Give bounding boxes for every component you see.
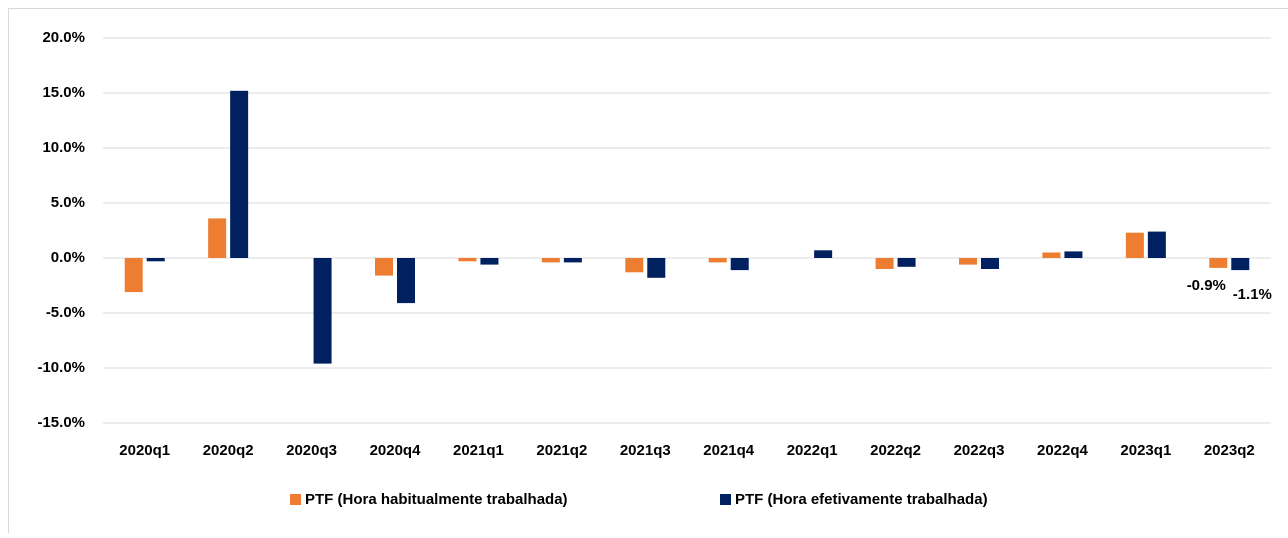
- bar: [959, 258, 977, 265]
- y-tick-label: 20.0%: [42, 29, 85, 46]
- x-tick-label: 2022q2: [870, 442, 921, 459]
- bar: [981, 258, 999, 269]
- legend-label: PTF (Hora efetivamente trabalhada): [735, 491, 988, 508]
- x-tick-label: 2020q2: [203, 442, 254, 459]
- legend-label: PTF (Hora habitualmente trabalhada): [305, 491, 568, 508]
- legend-swatch: [720, 494, 731, 505]
- y-tick-label: 10.0%: [42, 139, 85, 156]
- y-tick-label: -5.0%: [46, 304, 85, 321]
- x-tick-label: 2021q2: [536, 442, 587, 459]
- x-tick-label: 2022q1: [787, 442, 838, 459]
- bar: [1042, 253, 1060, 259]
- x-tick-label: 2020q1: [119, 442, 170, 459]
- bar: [208, 218, 226, 258]
- bar: [647, 258, 665, 278]
- bar: [709, 258, 727, 262]
- bar: [480, 258, 498, 265]
- bar: [1064, 251, 1082, 258]
- x-tick-label: 2021q4: [703, 442, 755, 459]
- bar: [814, 250, 832, 258]
- x-tick-label: 2022q3: [954, 442, 1005, 459]
- bar: [375, 258, 393, 276]
- y-tick-label: 0.0%: [51, 249, 85, 266]
- x-tick-label: 2020q3: [286, 442, 337, 459]
- bar: [1231, 258, 1249, 270]
- y-tick-label: -10.0%: [37, 359, 85, 376]
- bar: [542, 258, 560, 262]
- bar: [625, 258, 643, 272]
- bar: [898, 258, 916, 267]
- x-tick-label: 2023q2: [1204, 442, 1255, 459]
- x-tick-label: 2021q1: [453, 442, 504, 459]
- x-tick-label: 2021q3: [620, 442, 671, 459]
- y-tick-label: 5.0%: [51, 194, 85, 211]
- bar: [1209, 258, 1227, 268]
- bar: [230, 91, 248, 258]
- x-tick-label: 2023q1: [1120, 442, 1171, 459]
- bar: [314, 258, 332, 364]
- x-tick-label: 2022q4: [1037, 442, 1089, 459]
- data-label: -1.1%: [1233, 286, 1272, 303]
- bar: [458, 258, 476, 261]
- legend-swatch: [290, 494, 301, 505]
- data-label: -0.9%: [1187, 277, 1226, 294]
- x-tick-label: 2020q4: [370, 442, 422, 459]
- bar: [397, 258, 415, 303]
- bar: [147, 258, 165, 261]
- bar: [1148, 232, 1166, 258]
- bar: [564, 258, 582, 262]
- bar: [1126, 233, 1144, 258]
- y-tick-label: 15.0%: [42, 84, 85, 101]
- bar: [876, 258, 894, 269]
- bar: [125, 258, 143, 292]
- bar: [731, 258, 749, 270]
- y-tick-label: -15.0%: [37, 414, 85, 431]
